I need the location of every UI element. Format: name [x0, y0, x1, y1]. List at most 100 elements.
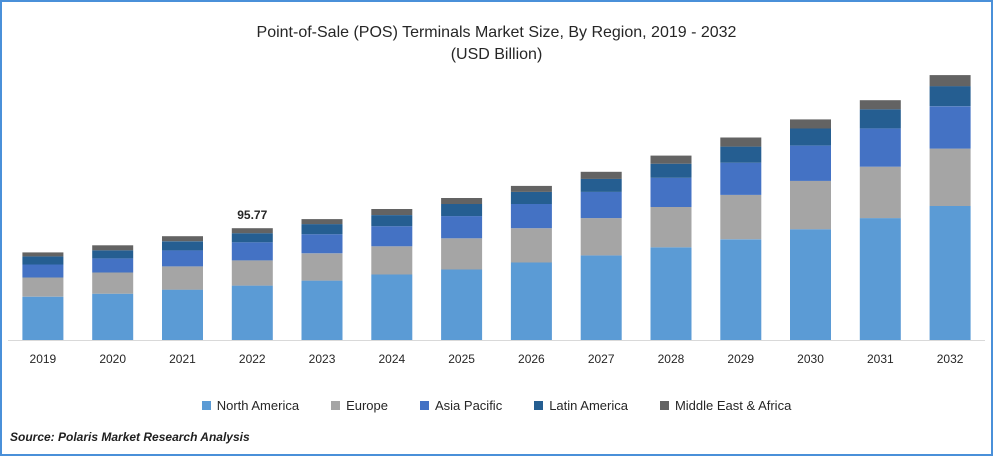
bar-2021-latin-america: [162, 241, 203, 251]
legend-item-middle-east-africa: Middle East & Africa: [659, 396, 791, 414]
bar-2027-asia-pacific: [580, 191, 622, 219]
x-tick-label-2019: 2019: [30, 352, 57, 366]
bar-2030-latin-america: [790, 128, 831, 146]
bar-2026-middle-east-africa: [510, 185, 552, 192]
bar-2027-middle-east-africa: [580, 171, 622, 179]
bar-2032-latin-america: [929, 86, 971, 107]
bar-2019-north-america: [22, 296, 64, 340]
chart-subtitle: (USD Billion): [450, 46, 543, 63]
bar-2026-europe: [510, 228, 552, 263]
bar-2028-north-america: [650, 247, 692, 340]
bar-2021-europe: [162, 266, 203, 290]
bar-2024-latin-america: [371, 215, 413, 227]
x-tick-label-2020: 2020: [99, 352, 126, 366]
x-tick-label-2030: 2030: [797, 352, 824, 366]
bar-2023-north-america: [301, 280, 343, 340]
bar-2022-europe: [231, 260, 273, 286]
bar-2023-europe: [301, 253, 343, 281]
legend-swatch: [201, 400, 211, 410]
legend-item-north-america: North America: [201, 396, 300, 414]
x-tick-label-2024: 2024: [378, 352, 405, 366]
bar-2031-asia-pacific: [859, 128, 901, 167]
legend-swatch: [331, 400, 341, 410]
bar-2023-middle-east-africa: [301, 219, 343, 225]
bar-2025-north-america: [441, 269, 483, 340]
bar-2022-asia-pacific: [231, 242, 273, 261]
bar-2032-europe: [929, 148, 971, 206]
bar-2020-latin-america: [92, 250, 134, 259]
bar-2025-latin-america: [441, 204, 483, 217]
legend-label: North America: [216, 397, 300, 413]
x-tick-label-2031: 2031: [867, 352, 894, 366]
bar-2025-middle-east-africa: [441, 198, 483, 204]
legend-item-asia-pacific: Asia Pacific: [420, 396, 502, 414]
legend-item-latin-america: Latin America: [534, 396, 628, 414]
bar-2028-europe: [650, 207, 692, 248]
bar-2019-europe: [22, 277, 64, 297]
bar-2021-middle-east-africa: [162, 236, 203, 242]
bar-2019-latin-america: [22, 256, 64, 265]
bar-2022-middle-east-africa: [231, 228, 273, 234]
bar-2029-latin-america: [720, 146, 762, 163]
source-note: Source: Polaris Market Research Analysis: [10, 430, 250, 444]
legend-swatch: [420, 400, 429, 410]
bar-2032-north-america: [929, 206, 971, 340]
bar-2027-north-america: [580, 255, 622, 340]
bar-2030-middle-east-africa: [790, 119, 831, 129]
bar-2024-north-america: [371, 274, 413, 340]
bar-2031-europe: [859, 166, 901, 219]
bar-2026-north-america: [510, 262, 552, 340]
bar-2023-asia-pacific: [301, 234, 343, 254]
x-tick-label-2029: 2029: [727, 352, 754, 366]
bar-2027-europe: [580, 218, 622, 256]
bar-2029-europe: [720, 194, 762, 240]
bar-2030-north-america: [790, 229, 831, 340]
x-tick-label-2028: 2028: [658, 352, 685, 366]
bar-2020-europe: [92, 272, 134, 294]
bar-2024-europe: [371, 246, 413, 275]
bar-2030-asia-pacific: [790, 145, 831, 181]
x-tick-label-2023: 2023: [309, 352, 336, 366]
x-tick-label-2026: 2026: [518, 352, 545, 366]
bar-2023-latin-america: [301, 224, 343, 235]
legend-item-europe: Europe: [331, 396, 388, 414]
bar-2020-asia-pacific: [92, 258, 134, 273]
bar-2026-latin-america: [510, 191, 552, 204]
bar-2028-asia-pacific: [650, 177, 692, 207]
bar-2025-asia-pacific: [441, 216, 483, 239]
legend-label: Asia Pacific: [435, 397, 503, 413]
x-tick-label-2025: 2025: [448, 352, 475, 366]
bar-2022-north-america: [231, 285, 273, 340]
bar-2024-asia-pacific: [371, 226, 413, 247]
bar-2026-asia-pacific: [510, 204, 552, 229]
bar-2025-europe: [441, 238, 483, 270]
bar-2029-north-america: [720, 239, 762, 340]
bar-2032-asia-pacific: [929, 106, 971, 149]
bar-chart: 2019 2020 2021 95.77 2022 2023 2024 2025 2026 202…: [8, 75, 985, 366]
chart-title: Point-of-Sale (POS) Terminals Market Siz…: [256, 24, 737, 41]
x-tick-label-2027: 2027: [588, 352, 615, 366]
legend-swatch: [659, 400, 669, 410]
bar-2029-asia-pacific: [720, 162, 762, 195]
legend-swatch: [534, 400, 544, 410]
bar-2019-asia-pacific: [22, 264, 64, 278]
bar-2020-north-america: [92, 293, 134, 340]
bar-2019-middle-east-africa: [22, 252, 64, 257]
bar-2020-middle-east-africa: [92, 245, 134, 251]
data-label-2022: 95.77: [237, 208, 267, 222]
bar-2021-north-america: [162, 289, 203, 340]
bar-2030-europe: [790, 180, 831, 230]
bar-2031-middle-east-africa: [859, 100, 901, 110]
bar-2032-middle-east-africa: [929, 75, 971, 87]
bar-2029-middle-east-africa: [720, 137, 762, 147]
chart-legend: North America Europe Asia Pacific Latin Ame…: [2, 396, 991, 414]
x-tick-label-2021: 2021: [169, 352, 196, 366]
bar-2022-latin-america: [231, 233, 273, 243]
x-tick-label-2022: 2022: [239, 352, 266, 366]
legend-label: Latin America: [549, 397, 628, 413]
x-tick-label-2032: 2032: [937, 352, 964, 366]
bar-2031-latin-america: [859, 109, 901, 129]
bar-2027-latin-america: [580, 178, 622, 192]
bar-2028-latin-america: [650, 163, 692, 178]
